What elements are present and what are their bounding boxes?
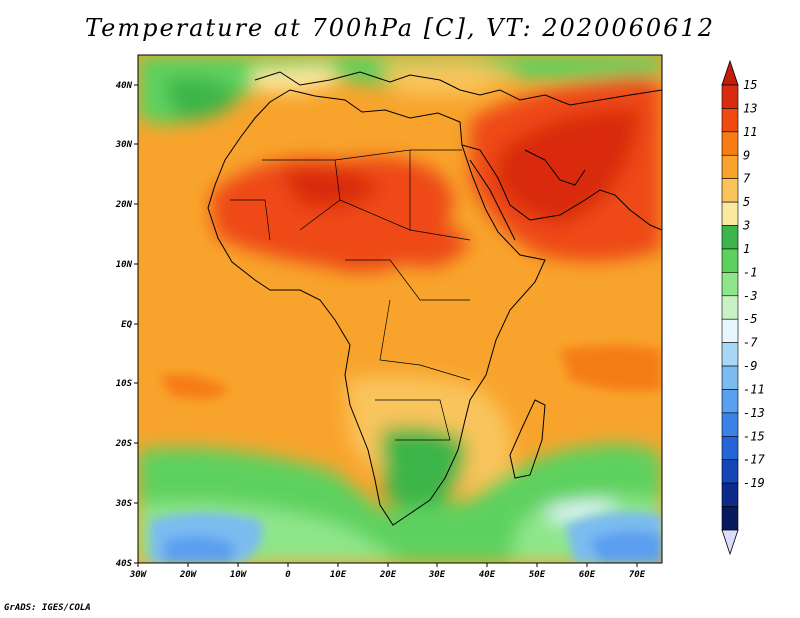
- colorbar-label: -11: [743, 382, 765, 396]
- colorbar-label: -7: [743, 336, 758, 350]
- lon-tick-label: 70E: [629, 570, 646, 580]
- colorbar-segment: [721, 506, 739, 531]
- colorbar-segment: [721, 295, 739, 320]
- lat-tick-label: 40S: [116, 559, 133, 569]
- field-sudan-hot: [400, 222, 470, 268]
- colorbar-segment: [721, 178, 739, 203]
- lon-tick-label: 40E: [479, 570, 496, 580]
- colorbar-label: -1: [743, 265, 757, 279]
- lat-tick-label: 30N: [115, 140, 133, 150]
- lat-tick-label: 40N: [116, 81, 133, 91]
- colorbar-label: 3: [742, 219, 750, 233]
- colorbar-label: -15: [743, 429, 765, 443]
- red-sea-coast: [469, 159, 516, 241]
- colorbar-segment: [721, 248, 739, 273]
- colorbar-label: 13: [743, 101, 757, 115]
- colorbar-segment: [721, 225, 739, 250]
- plot-frame: [137, 54, 663, 564]
- colorbar-segment: [721, 272, 739, 297]
- field-sahara-hot: [210, 157, 453, 273]
- madagascar: [509, 399, 546, 479]
- colorbar-segment: [721, 84, 739, 109]
- field-indian-warm-patch: [560, 345, 662, 392]
- arabia-coast: [461, 144, 662, 231]
- field-sahara-core: [280, 167, 380, 208]
- colorbar-label: 9: [743, 148, 750, 162]
- field-kalahari-cool: [380, 426, 466, 511]
- field-southeast-colder: [590, 531, 662, 563]
- colorbar-top-triangle: [721, 59, 739, 86]
- lat-tick-label: 20S: [115, 439, 133, 449]
- lon-tick-label: 30W: [129, 570, 148, 580]
- field-med-mild: [380, 62, 520, 95]
- persian-gulf: [524, 149, 586, 186]
- europe-coast: [254, 71, 662, 106]
- lat-tick-label: 30S: [115, 499, 133, 509]
- africa-coastline: [207, 89, 546, 526]
- lon-tick-label: 10E: [330, 570, 347, 580]
- colorbar-label: -19: [743, 476, 765, 490]
- colorbar-bottom-triangle: [721, 529, 739, 556]
- lon-tick-label: 20W: [179, 570, 198, 580]
- colorbar-segment: [721, 342, 739, 367]
- colorbar-segment: [721, 154, 739, 179]
- coastlines: [207, 71, 662, 526]
- latitude-axis: 40N 30N 20N 10N EQ 10S 20S 30S 40S: [115, 81, 138, 569]
- colorbar-label: 15: [743, 78, 757, 92]
- colorbar-segment: [721, 482, 739, 507]
- colorbar-segment: [721, 459, 739, 484]
- field-atlantic-cool: [165, 77, 240, 120]
- colorbar-segment: [721, 436, 739, 461]
- temperature-field: [138, 55, 662, 563]
- lon-tick-label: 10W: [230, 570, 248, 580]
- lon-tick-label: 30E: [428, 570, 446, 580]
- field-arabia-core: [495, 109, 640, 225]
- lat-tick-label: EQ: [121, 320, 132, 330]
- field-atlantic-warm-patch: [160, 374, 230, 399]
- colorbar-segment: [721, 201, 739, 226]
- lat-tick-label: 10S: [116, 379, 133, 389]
- grads-credit: GrADS: IGES/COLA: [4, 603, 91, 613]
- colorbar-label: -13: [743, 406, 765, 420]
- colorbar-label: 7: [743, 172, 751, 186]
- colorbar: 15 13 11 9 7 5 3 1 -1 -3 -5 -7 -9 -11 -13 -15 -17 -19: [721, 59, 765, 556]
- colorbar-segment: [721, 108, 739, 133]
- map-title: Temperature at 700hPa [C], VT: 202006061…: [85, 14, 715, 42]
- field-southeast-band: [540, 501, 620, 522]
- colorbar-segment: [721, 365, 739, 390]
- lon-tick-label: 50E: [529, 570, 546, 580]
- colorbar-segment: [721, 412, 739, 437]
- colorbar-label: 1: [743, 242, 750, 256]
- colorbar-label: 11: [743, 125, 757, 139]
- colorbar-label: 5: [743, 195, 750, 209]
- lon-tick-label: 60E: [579, 570, 596, 580]
- field-southwest-colder: [165, 536, 235, 563]
- colorbar-label: -9: [743, 359, 757, 373]
- colorbar-segment: [721, 131, 739, 156]
- country-borders: [230, 149, 471, 441]
- lon-tick-label: 0: [285, 570, 291, 580]
- colorbar-segment: [721, 318, 739, 343]
- lat-tick-label: 20N: [115, 200, 133, 210]
- colorbar-segment: [721, 389, 739, 414]
- longitude-axis: 30W 20W 10W 0 10E 20E 30E 40E 50E 60E 70E: [129, 563, 646, 580]
- colorbar-label: -3: [743, 289, 757, 303]
- lat-tick-label: 10N: [116, 260, 133, 270]
- colorbar-label: -17: [743, 453, 765, 467]
- field-iberia-mild: [250, 66, 340, 92]
- lon-tick-label: 20E: [379, 570, 397, 580]
- colorbar-label: -5: [743, 312, 757, 326]
